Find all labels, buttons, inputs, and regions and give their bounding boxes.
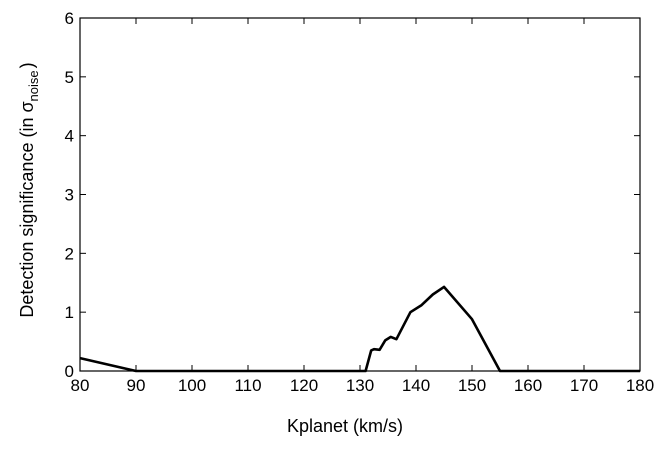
data-point [639,370,641,372]
data-point [384,339,386,341]
x-tick-label: 160 [514,376,542,395]
y-axis-title-main: Detection significance (in σ [17,101,37,317]
data-point [79,357,81,359]
x-tick-label: 80 [71,376,90,395]
data-point [370,349,372,351]
y-tick-label: 4 [65,127,74,146]
series-line [79,285,640,373]
x-tick-label: 170 [570,376,598,395]
x-axis-title: Kplanet (km/s) [287,416,403,436]
plot-area-frame [79,17,641,372]
y-tick-label: 6 [65,9,74,28]
x-tick-label: 180 [626,376,654,395]
points-layer [79,286,641,372]
y-axis-title-close: ) [17,62,37,68]
data-point [443,286,445,288]
y-tick-label: 2 [65,244,74,263]
data-point [432,294,434,296]
y-tick-label: 3 [65,186,74,205]
data-point [379,349,381,351]
data-point [471,318,473,320]
x-tick-label: 100 [178,376,206,395]
x-tick-label: 110 [234,376,261,395]
y-tick-labels: 0 1 2 3 4 5 6 [65,9,74,381]
data-point [395,338,397,340]
x-tick-label: 140 [402,376,430,395]
x-tick-labels: 80 90 100 110 120 130 140 150 160 170 180 [71,376,655,395]
y-tick-label: 1 [65,303,74,322]
data-point [421,304,423,306]
x-tick-label: 120 [290,376,318,395]
data-point [499,370,501,372]
data-point [135,370,137,372]
ticks-layer [79,17,641,372]
data-point [373,348,375,350]
x-tick-label: 130 [346,376,374,395]
y-tick-label: 0 [65,362,74,381]
data-point [409,311,411,313]
x-tick-label: 150 [458,376,486,395]
data-point [365,370,367,372]
y-axis-title-subscript: noise [26,70,41,101]
y-axis-title: Detection significance (in σnoise) [17,62,41,317]
x-tick-label: 90 [127,376,146,395]
y-tick-label: 5 [65,68,74,87]
data-point [390,336,392,338]
